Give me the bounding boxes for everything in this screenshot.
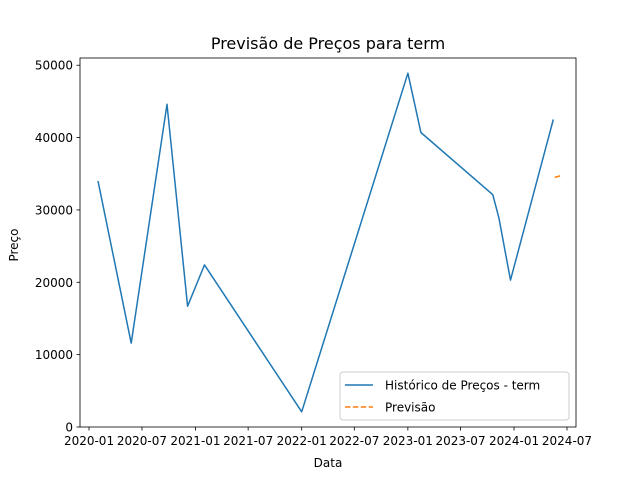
y-tick-label-4: 40000 [35, 131, 73, 145]
y-axis-label: Preço [7, 228, 21, 261]
y-tick-label-1: 10000 [35, 348, 73, 362]
x-axis-label: Data [314, 456, 343, 470]
x-tick-label-5: 2022-07 [329, 434, 379, 448]
y-tick-label-5: 50000 [35, 59, 73, 73]
x-tick-label-9: 2024-07 [542, 434, 592, 448]
y-tick-label-0: 0 [65, 421, 73, 435]
x-tick-label-0: 2020-01 [64, 434, 114, 448]
series-line-0 [97, 72, 555, 413]
x-tick-label-7: 2023-07 [435, 434, 485, 448]
x-tick-label-6: 2023-01 [383, 434, 433, 448]
legend-box [339, 371, 570, 421]
legend: Histórico de Preços - term Previsão [339, 371, 570, 421]
x-tick-label-4: 2022-01 [277, 434, 327, 448]
x-tick-label-8: 2024-01 [489, 434, 539, 448]
plot-area: 2020-01 2020-07 2021-01 2021-07 2022-01 2022-… [35, 57, 592, 448]
chart-title: Previsão de Preços para term [211, 34, 445, 53]
legend-label-0: Histórico de Preços - term [385, 379, 540, 393]
series-line-1 [554, 174, 563, 179]
x-tick-label-3: 2021-07 [223, 434, 273, 448]
x-tick-label-1: 2020-07 [117, 434, 167, 448]
y-tick-label-2: 20000 [35, 276, 73, 290]
x-tick-label-2: 2021-01 [170, 434, 220, 448]
legend-label-1: Previsão [385, 401, 435, 415]
y-tick-label-3: 30000 [35, 203, 73, 217]
axes-frame [79, 57, 577, 428]
